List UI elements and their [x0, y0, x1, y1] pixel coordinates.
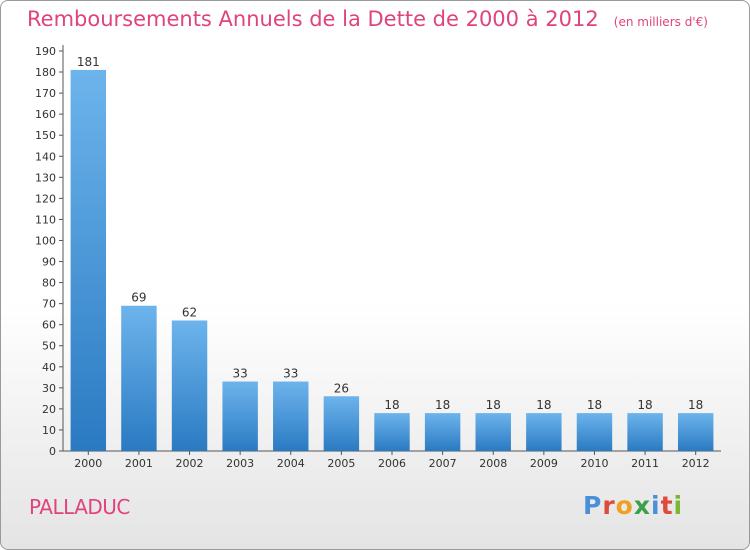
- bar-value-label: 18: [384, 398, 399, 412]
- y-tick-label: 170: [35, 87, 56, 100]
- x-tick-label: 2004: [277, 457, 305, 470]
- bar-value-label: 69: [131, 291, 146, 305]
- y-tick-label: 190: [35, 45, 56, 58]
- bar: [475, 413, 511, 451]
- y-tick-label: 150: [35, 129, 56, 142]
- bar-value-label: 181: [77, 55, 100, 69]
- y-tick-label: 180: [35, 66, 56, 79]
- x-tick-label: 2011: [631, 457, 659, 470]
- x-tick-label: 2012: [682, 457, 710, 470]
- title-block: Remboursements Annuels de la Dette de 20…: [27, 7, 708, 31]
- brand-letter: r: [602, 491, 616, 520]
- x-tick-label: 2002: [176, 457, 204, 470]
- y-tick-label: 100: [35, 234, 56, 247]
- y-tick-label: 110: [35, 213, 56, 226]
- bar-value-label: 18: [637, 398, 652, 412]
- bars: 181 69 62 33 33 26 18 18 18 18 18 18 18: [70, 55, 714, 452]
- brand-letter: x: [633, 491, 651, 520]
- x-tick-label: 2001: [125, 457, 153, 470]
- brand-letter: i: [673, 491, 684, 520]
- y-tick-label: 90: [42, 256, 56, 269]
- bar: [627, 413, 663, 451]
- y-tick-label: 30: [42, 382, 56, 395]
- y-tick-label: 130: [35, 171, 56, 184]
- x-tick-label: 2007: [429, 457, 457, 470]
- bar: [171, 320, 208, 451]
- bar-value-label: 62: [182, 305, 197, 319]
- bar: [526, 413, 562, 451]
- y-tick-label: 140: [35, 150, 56, 163]
- bar-value-label: 33: [283, 367, 298, 381]
- bar-value-label: 33: [233, 367, 248, 381]
- y-tick-label: 10: [42, 424, 56, 437]
- bar: [70, 69, 107, 452]
- brand-letter: P: [583, 491, 603, 520]
- y-tick-label: 120: [35, 192, 56, 205]
- bar-value-label: 18: [486, 398, 501, 412]
- x-tick-label: 2008: [479, 457, 507, 470]
- bar: [374, 413, 410, 451]
- y-tick-label: 70: [42, 298, 56, 311]
- chart-title: Remboursements Annuels de la Dette de 20…: [27, 7, 599, 31]
- bar: [121, 305, 157, 451]
- bar-value-label: 18: [435, 398, 450, 412]
- bar: [576, 413, 613, 451]
- y-tick-label: 50: [42, 340, 56, 353]
- y-tick-label: 80: [42, 277, 56, 290]
- bar: [273, 381, 309, 451]
- x-tick-label: 2010: [580, 457, 608, 470]
- x-tick-label: 2006: [378, 457, 406, 470]
- x-axis: 2000 2001 2002 2003 2004 2005 2006 2007 2008 2009…: [63, 450, 721, 470]
- y-tick-label: 60: [42, 319, 56, 332]
- brand-letter: i: [651, 491, 661, 520]
- y-axis: 0 10 20 30 40 50 60 70 80 90 100 110 120 130 140 150 160…: [35, 45, 64, 458]
- bar: [677, 413, 714, 451]
- bar-value-label: 26: [334, 381, 349, 395]
- x-tick-label: 2005: [327, 457, 355, 470]
- bar: [323, 396, 360, 451]
- chart-subtitle: (en milliers d'€): [613, 15, 708, 29]
- brand-letter: o: [615, 491, 634, 520]
- brand-letter: t: [660, 491, 674, 520]
- x-tick-label: 2000: [74, 457, 102, 470]
- bar-value-label: 18: [536, 398, 551, 412]
- y-tick-label: 40: [42, 361, 56, 374]
- x-tick-label: 2009: [530, 457, 558, 470]
- bar: [222, 381, 258, 451]
- bar: [424, 413, 461, 451]
- brand-logo: Proxiti: [583, 491, 683, 520]
- y-tick-label: 0: [49, 445, 56, 458]
- y-tick-label: 160: [35, 108, 56, 121]
- y-tick-label: 20: [42, 403, 56, 416]
- bar-value-label: 18: [587, 398, 602, 412]
- bar-value-label: 18: [688, 398, 703, 412]
- x-tick-label: 2003: [226, 457, 254, 470]
- commune-name: PALLADUC: [29, 495, 130, 519]
